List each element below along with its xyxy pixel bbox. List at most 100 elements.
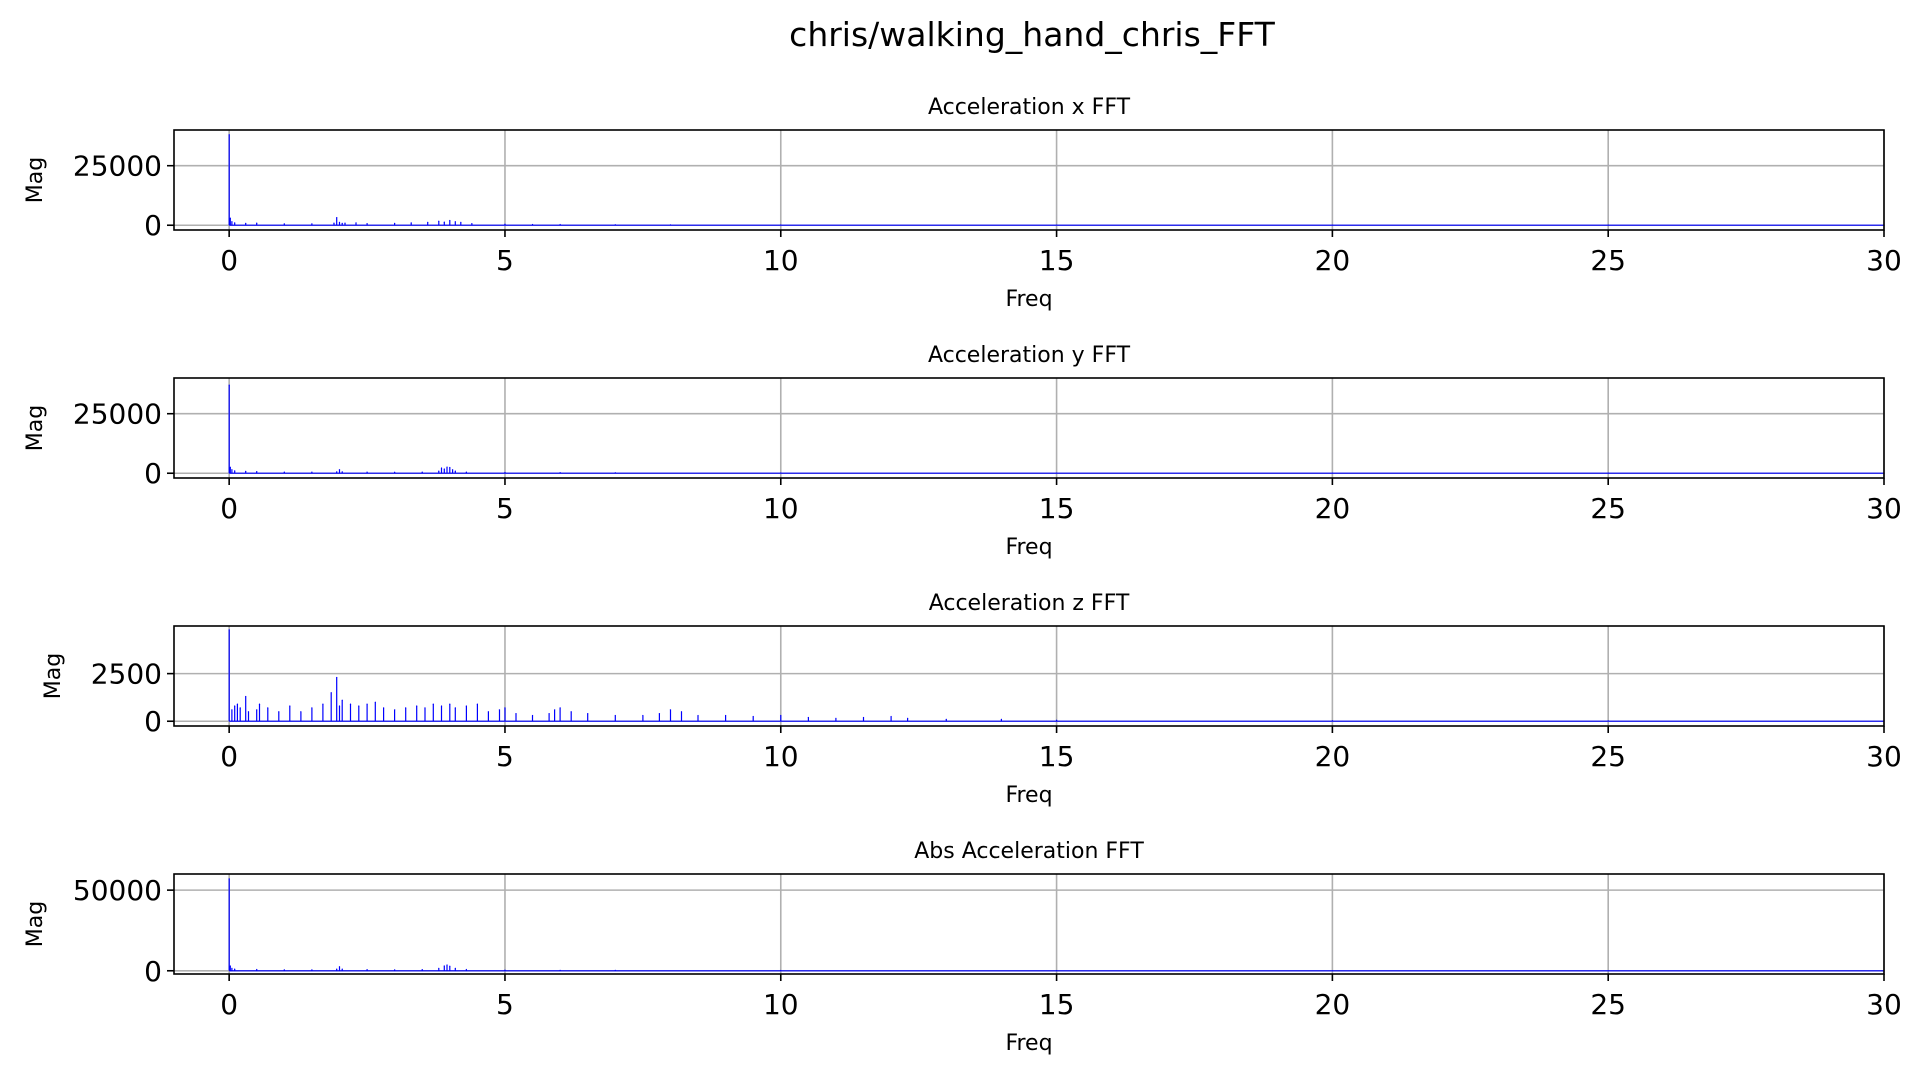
data-point (449, 965, 451, 967)
data-point (366, 471, 368, 473)
x-tick-label: 30 (1866, 740, 1902, 773)
data-point (440, 467, 443, 469)
data-point (234, 470, 236, 472)
data-point (366, 703, 368, 705)
x-tick-label: 30 (1866, 244, 1902, 277)
data-point (752, 715, 754, 718)
data-point (394, 471, 396, 473)
data-point (283, 471, 285, 473)
data-point (1607, 970, 1609, 972)
data-point (446, 466, 448, 468)
y-tick-label: 50000 (73, 874, 162, 907)
data-point (338, 705, 341, 707)
data-point (355, 222, 357, 224)
data-point (333, 222, 335, 224)
x-tick-label: 10 (763, 988, 799, 1021)
data-point (1607, 224, 1609, 226)
data-point (283, 969, 285, 971)
series-1 (228, 629, 1885, 722)
figure-suptitle: chris/walking_hand_chris_FFT (789, 15, 1275, 54)
x-tick-label: 0 (220, 988, 238, 1021)
data-point (283, 223, 285, 225)
data-point (504, 707, 506, 709)
data-point (236, 703, 239, 705)
data-point (374, 701, 376, 703)
data-point (780, 714, 782, 717)
data-point (449, 219, 451, 222)
subplot-title: Acceleration x FFT (928, 95, 1131, 120)
data-point (338, 966, 341, 968)
data-point (504, 471, 506, 474)
data-point (780, 969, 782, 972)
data-point (1331, 224, 1333, 226)
y-tick-label: 0 (144, 209, 162, 242)
data-point (278, 711, 280, 713)
data-point (454, 221, 456, 223)
data-point (1331, 970, 1333, 972)
x-tick-label: 25 (1590, 492, 1626, 525)
x-tick-label: 25 (1590, 244, 1626, 277)
data-point (229, 217, 231, 219)
x-tick-label: 5 (496, 740, 514, 773)
axes-frame (173, 129, 1885, 231)
x-tick-label: 15 (1039, 244, 1075, 277)
series-1 (228, 134, 1885, 226)
y-tick-label: 25000 (73, 398, 162, 431)
data-point (1607, 720, 1609, 722)
data-point (358, 705, 360, 707)
data-point (322, 703, 324, 705)
x-tick-label: 0 (220, 492, 238, 525)
data-point (394, 709, 396, 711)
data-point (1055, 472, 1058, 474)
y-tick-label: 0 (144, 705, 162, 738)
data-point (228, 384, 230, 386)
x-tick-label: 15 (1039, 492, 1075, 525)
data-point (267, 707, 269, 709)
data-point (311, 969, 313, 971)
data-point (614, 714, 616, 717)
x-tick-label: 25 (1590, 988, 1626, 1021)
x-tick-label: 10 (763, 492, 799, 525)
data-point (311, 707, 313, 709)
x-tick-label: 30 (1866, 492, 1902, 525)
x-tick-label: 20 (1315, 988, 1351, 1021)
data-point (504, 969, 506, 971)
data-point (289, 705, 291, 707)
data-point (438, 470, 440, 472)
data-point (1055, 970, 1058, 972)
data-point (658, 713, 661, 715)
data-point (449, 703, 451, 705)
data-point (454, 470, 456, 472)
subplot-3: 0 5 10 15 20 25 30 0 2500 Acceleration z FFT Freq M… (41, 591, 1902, 808)
data-point (614, 472, 616, 474)
subplot-1: 0 5 10 15 20 25 30 0 25000 Acceleration x FFT Freq… (23, 95, 1902, 312)
data-point (231, 967, 233, 969)
data-point (504, 223, 506, 225)
x-axis-label: Freq (1005, 783, 1052, 808)
data-point (228, 878, 230, 880)
data-point (432, 703, 434, 705)
x-tick-label: 0 (220, 740, 238, 773)
data-point (256, 709, 258, 711)
data-point (338, 469, 341, 471)
data-point (780, 224, 782, 226)
data-point (341, 968, 343, 970)
data-point (669, 224, 672, 226)
data-point (1055, 224, 1058, 226)
data-point (366, 969, 368, 971)
data-point (669, 709, 672, 711)
data-point (383, 707, 385, 709)
data-point (515, 713, 517, 715)
data-point (862, 716, 865, 719)
data-point (1000, 718, 1003, 720)
data-point (531, 223, 534, 226)
data-point (642, 714, 644, 717)
data-point (344, 222, 346, 224)
data-point (394, 969, 396, 971)
data-point (554, 709, 556, 711)
data-point (256, 222, 258, 224)
data-point (443, 468, 445, 470)
y-axis-label: Mag (23, 901, 48, 947)
data-point (454, 707, 456, 709)
data-point (394, 222, 396, 224)
